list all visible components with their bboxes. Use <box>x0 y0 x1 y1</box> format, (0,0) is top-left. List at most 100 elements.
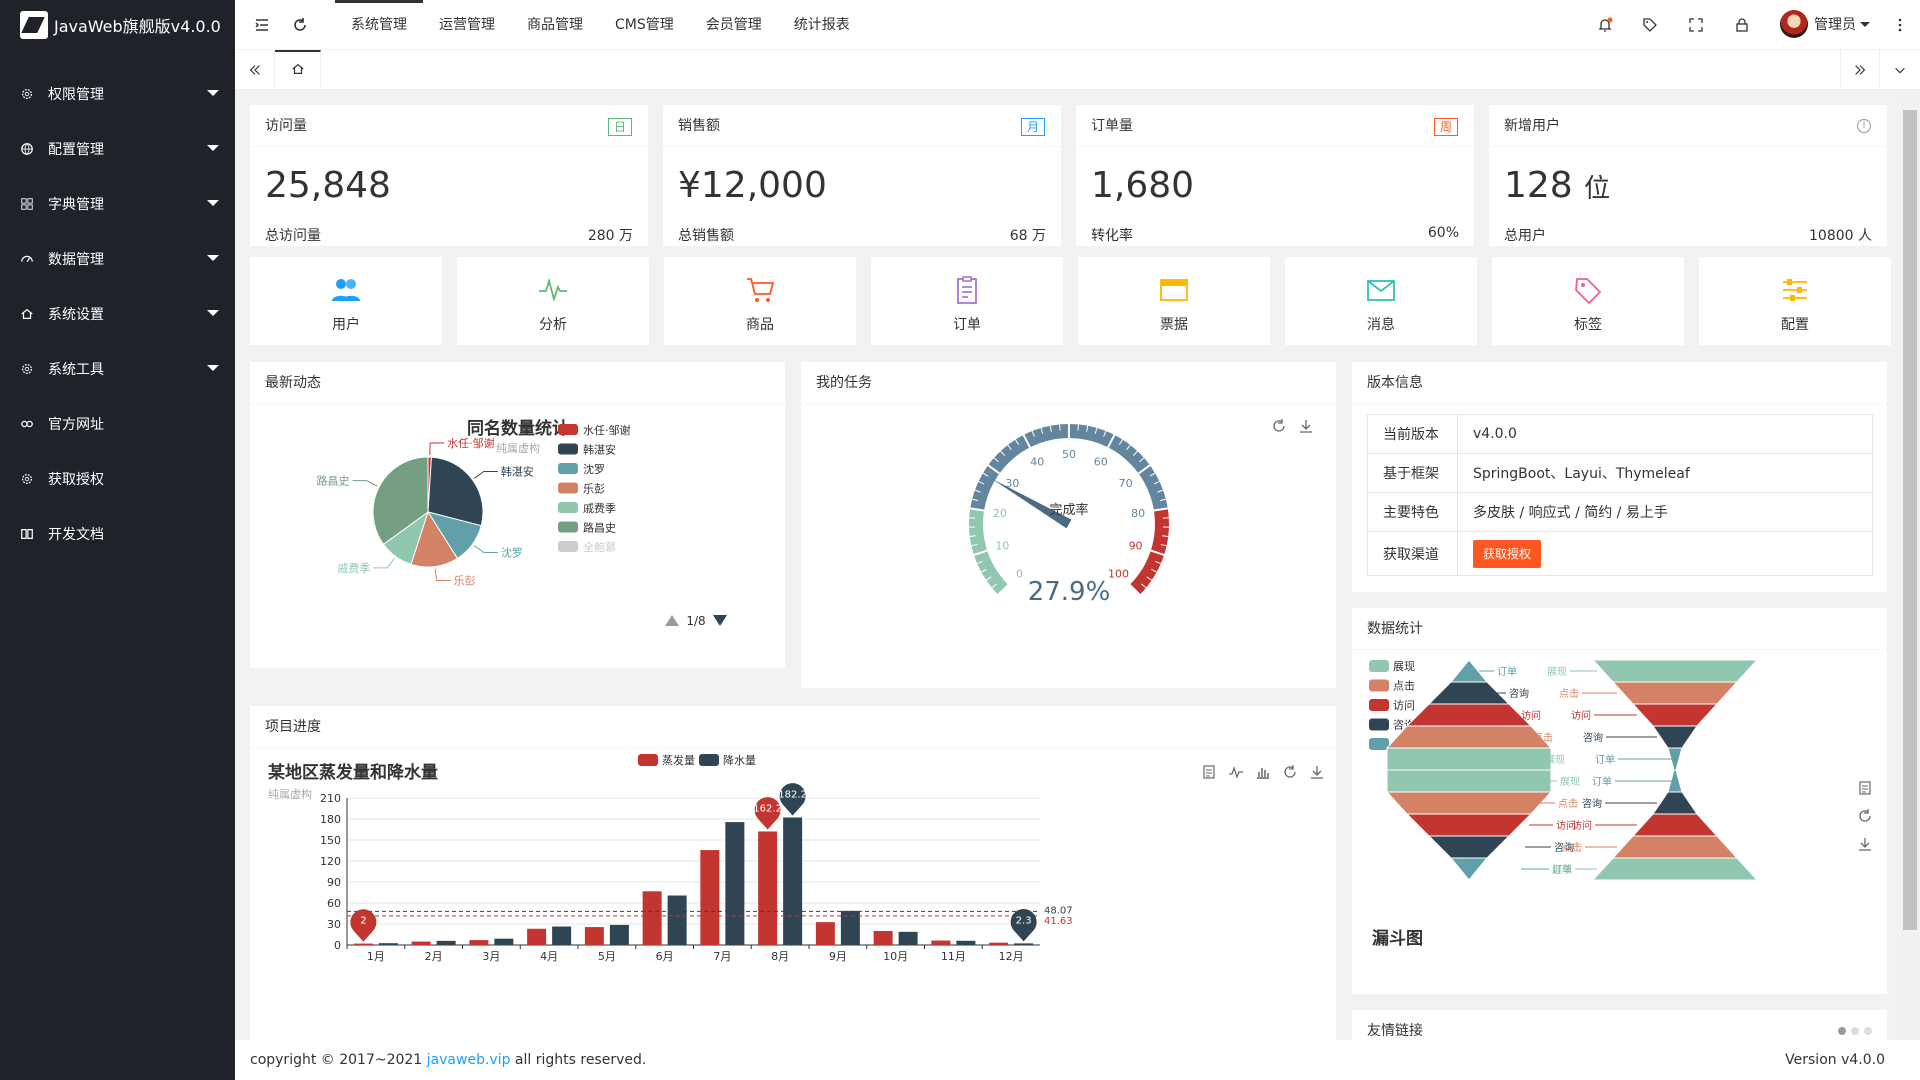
marker-pin-label: 162.2 <box>753 803 782 814</box>
gauge-tick <box>991 583 997 589</box>
fullscreen-icon[interactable] <box>1686 15 1706 35</box>
avg-label-rain: 48.07 <box>1044 905 1073 916</box>
table-cell-value: v4.0.0 <box>1457 414 1873 454</box>
legend-page: 1/8 <box>686 614 705 628</box>
sidebar-item-dict[interactable]: 字典管理 <box>0 176 235 231</box>
sidebar-item-permission[interactable]: 权限管理 <box>0 66 235 121</box>
funnel-label: 订单 <box>1497 666 1517 678</box>
bar <box>840 910 860 945</box>
legend-swatch <box>699 754 719 766</box>
shortcut-analysis[interactable]: 分析 <box>457 257 649 345</box>
top-menu-operation[interactable]: 运营管理 <box>439 17 495 33</box>
shortcut-messages[interactable]: 消息 <box>1285 257 1477 345</box>
marker-pin: 2.3 <box>1010 909 1037 942</box>
avatar <box>1780 10 1808 38</box>
get-license-button[interactable]: 获取授权 <box>1473 539 1542 568</box>
scrollbar[interactable] <box>1900 90 1920 1040</box>
funnel-segment <box>1405 813 1533 837</box>
info-icon[interactable]: i <box>1857 119 1871 133</box>
funnel-label: 点击 <box>1533 732 1553 744</box>
refresh-icon[interactable] <box>1271 418 1287 438</box>
tabs-scroll-left-icon[interactable] <box>235 50 275 90</box>
sidebar-item-label: 权限管理 <box>48 86 104 103</box>
legend-prev-icon[interactable] <box>665 615 679 626</box>
scrollbar-thumb[interactable] <box>1903 110 1917 930</box>
caret-down-icon <box>207 310 219 316</box>
shortcut-orders[interactable]: 订单 <box>871 257 1063 345</box>
data-view-icon[interactable] <box>1201 764 1217 784</box>
menu-fold-icon[interactable] <box>252 15 272 35</box>
sidebar-item-docs[interactable]: 开发文档 <box>0 506 235 561</box>
sidebar-item-website[interactable]: 官方网址 <box>0 396 235 451</box>
tag-icon[interactable] <box>1640 15 1660 35</box>
sidebar-item-data[interactable]: 数据管理 <box>0 231 235 286</box>
refresh-icon[interactable] <box>1857 808 1873 828</box>
sliders-icon <box>1783 279 1807 301</box>
sidebar-item-license[interactable]: 获取授权 <box>0 451 235 506</box>
x-tick-label: 9月 <box>829 950 847 963</box>
gauge-tick <box>972 498 979 502</box>
gauge-tick <box>1159 498 1166 502</box>
top-menu-member[interactable]: 会员管理 <box>705 17 762 33</box>
table-cell-label: 当前版本 <box>1367 414 1458 454</box>
pie-label-line <box>473 545 498 554</box>
bar-chart-icon[interactable] <box>1255 764 1271 784</box>
more-vertical-icon[interactable] <box>1890 15 1910 35</box>
top-menu-product[interactable]: 商品管理 <box>527 17 583 33</box>
download-icon[interactable] <box>1857 836 1873 856</box>
gauge-band <box>969 508 1009 595</box>
shortcut-tickets[interactable]: 票据 <box>1078 257 1270 345</box>
tag-icon <box>1575 278 1602 305</box>
tabs-scroll-right-icon[interactable] <box>1840 50 1880 90</box>
shortcut-users[interactable]: 用户 <box>250 257 442 345</box>
shortcut-tags[interactable]: 标签 <box>1492 257 1684 345</box>
gauge-tick <box>987 464 1001 475</box>
funnel-label: 展现 <box>1545 754 1565 766</box>
shortcut-config[interactable]: 配置 <box>1699 257 1891 345</box>
download-icon[interactable] <box>1298 418 1314 438</box>
shortcut-products[interactable]: 商品 <box>664 257 856 345</box>
stat-sub-value: 68 万 <box>1009 228 1046 244</box>
sidebar-item-tools[interactable]: 系统工具 <box>0 341 235 396</box>
stat-sub-value: 10800 人 <box>1809 228 1872 244</box>
y-tick-label: 30 <box>327 918 341 931</box>
bell-icon[interactable] <box>1595 15 1615 35</box>
funnel-segment <box>1591 659 1759 683</box>
funnel-label: 咨询 <box>1509 687 1529 700</box>
logo[interactable]: JavaWeb旗舰版v4.0.0 <box>0 0 235 50</box>
legend-label: 乐彭 <box>583 482 605 496</box>
legend-swatch <box>1369 738 1389 750</box>
carousel-dot[interactable] <box>1864 1027 1872 1035</box>
panel-title: 版本信息 <box>1352 362 1887 404</box>
footer-link[interactable]: javaweb.vip <box>426 1052 511 1068</box>
carousel-dot[interactable] <box>1851 1027 1859 1035</box>
line-chart-icon[interactable] <box>1228 764 1244 784</box>
tabs-dropdown-icon[interactable] <box>1880 50 1920 90</box>
legend-next-icon[interactable] <box>713 615 727 626</box>
user-menu[interactable]: 管理员 <box>1780 10 1870 38</box>
gauge-tick <box>1031 430 1035 437</box>
stat-value: 128 位 <box>1504 165 1610 206</box>
bar <box>494 938 514 945</box>
sidebar-item-settings[interactable]: 系统设置 <box>0 286 235 341</box>
refresh-icon[interactable] <box>290 15 310 35</box>
top-header: 系统管理 运营管理 商品管理 CMS管理 会员管理 统计报表 管理员 <box>235 0 1920 50</box>
data-view-icon[interactable] <box>1857 780 1873 800</box>
sidebar-item-config[interactable]: 配置管理 <box>0 121 235 176</box>
top-menu-cms[interactable]: CMS管理 <box>615 17 674 33</box>
top-menu-report[interactable]: 统计报表 <box>793 17 850 33</box>
dashboard-icon <box>20 252 34 266</box>
refresh-icon[interactable] <box>1282 764 1298 784</box>
download-icon[interactable] <box>1309 764 1325 784</box>
bar-chart-title: 某地区蒸发量和降水量 <box>268 762 438 783</box>
table-cell-label: 基于框架 <box>1367 453 1458 493</box>
footer: copyright © 2017~2021 javaweb.vip all ri… <box>235 1040 1920 1080</box>
top-menu-system[interactable]: 系统管理 <box>335 0 423 50</box>
carousel-dot[interactable] <box>1838 1027 1846 1035</box>
carousel-dots[interactable] <box>1838 1027 1872 1035</box>
sidebar-item-label: 系统设置 <box>48 306 104 323</box>
funnel-segment <box>1449 857 1489 881</box>
tab-home[interactable] <box>275 50 321 90</box>
lock-icon[interactable] <box>1732 15 1752 35</box>
